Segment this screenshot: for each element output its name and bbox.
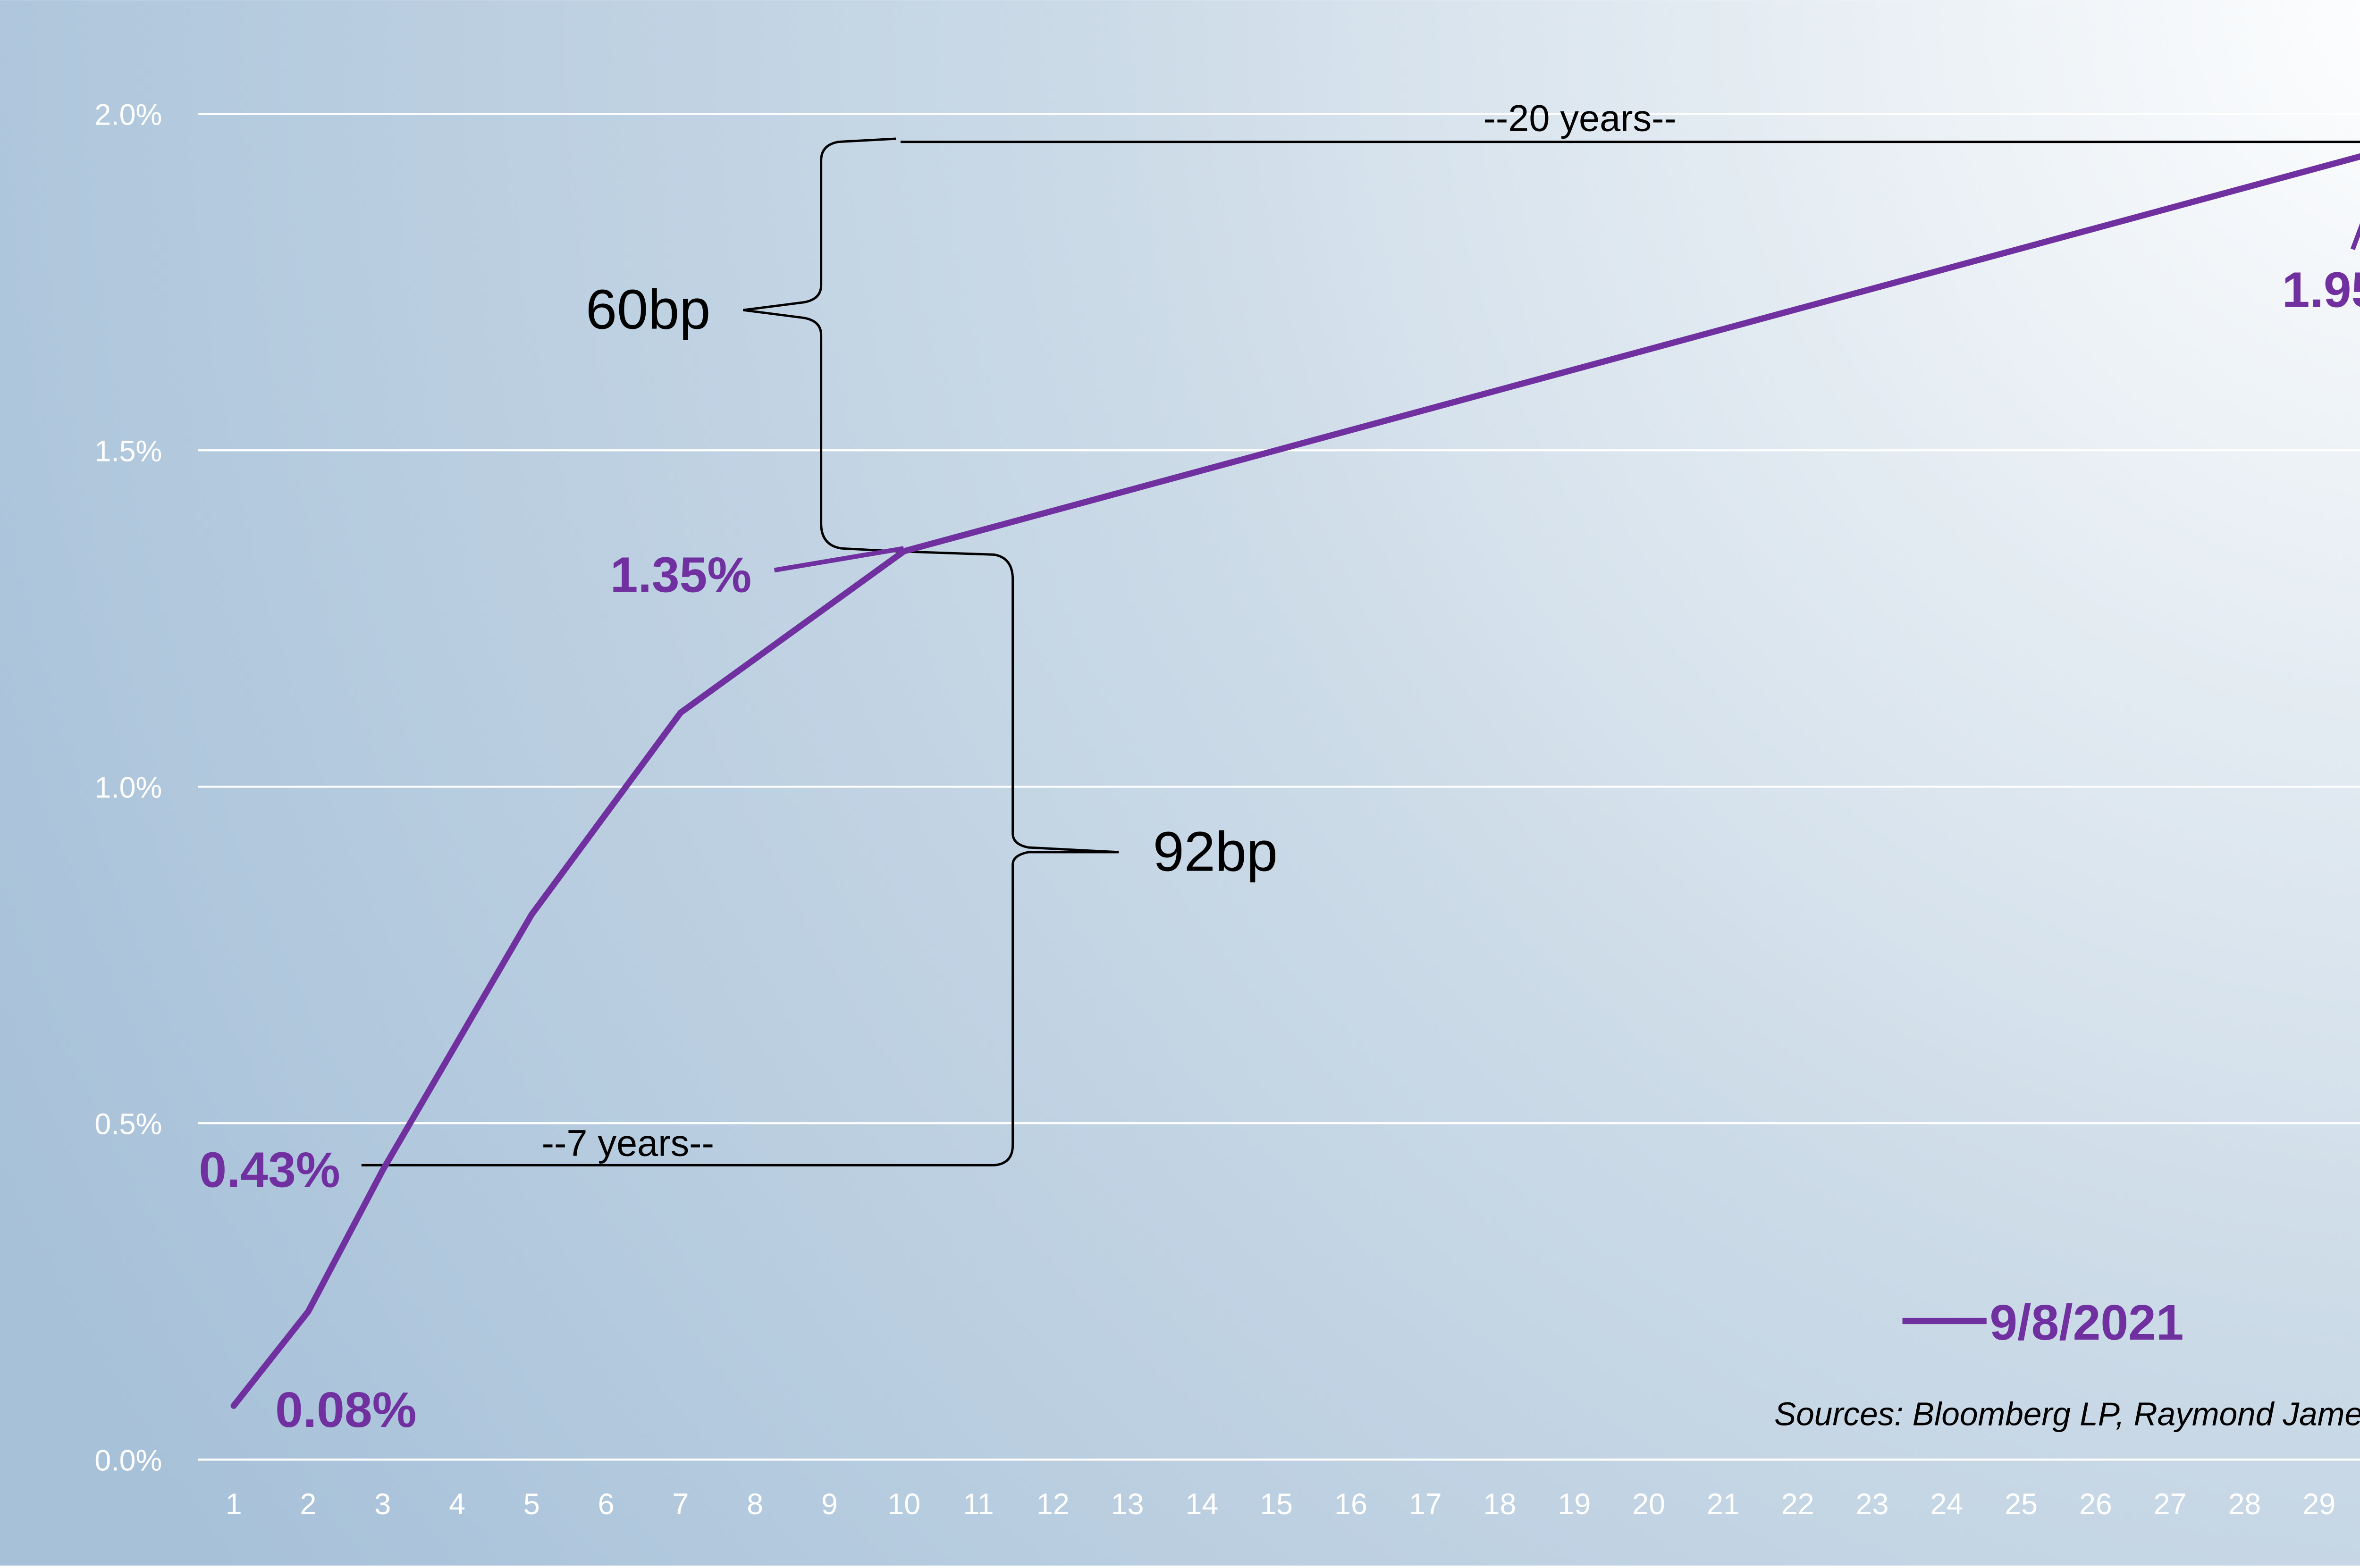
x-tick-label: 17 <box>1409 1488 1442 1521</box>
data-label-195: 1.95% <box>2282 262 2360 318</box>
y-tick-label: 2.0% <box>94 98 162 131</box>
y-tick-label: 0.5% <box>94 1107 162 1140</box>
leader-195 <box>2350 223 2360 251</box>
x-tick-label: 26 <box>2079 1488 2112 1521</box>
x-tick-label: 5 <box>523 1488 540 1521</box>
data-point <box>529 912 534 917</box>
data-point <box>678 710 683 715</box>
x-tick-label: 28 <box>2228 1488 2261 1521</box>
x-tick-labels: 1 2 3 4 5 6 7 8 9 10 11 12 13 14 15 16 17 18 19 20 21 22 23 24 2… <box>226 1488 2335 1521</box>
label-leaders <box>774 223 2360 573</box>
x-tick-label: 10 <box>887 1488 920 1521</box>
data-point <box>305 1309 311 1314</box>
seven-year-bracket <box>361 550 1119 1166</box>
legend: 9/8/2021 <box>1902 1295 2184 1350</box>
data-label-043: 0.43% <box>199 1142 340 1198</box>
data-point <box>231 1403 236 1409</box>
y-tick-label: 0.0% <box>94 1444 162 1477</box>
x-tick-label: 9 <box>821 1488 838 1521</box>
x-tick-label: 6 <box>598 1488 615 1521</box>
twenty-year-bracket <box>743 137 2360 553</box>
data-point <box>380 1168 385 1173</box>
annotation-20-years: --20 years-- <box>1483 97 1677 139</box>
x-tick-label: 4 <box>449 1488 465 1521</box>
x-tick-label: 27 <box>2154 1488 2187 1521</box>
x-tick-label: 24 <box>1930 1488 1963 1521</box>
x-tick-label: 22 <box>1781 1488 1814 1521</box>
source-note: Sources: Bloomberg LP, Raymond James <box>1774 1396 2360 1433</box>
x-tick-label: 2 <box>300 1488 317 1521</box>
x-tick-label: 15 <box>1260 1488 1293 1521</box>
series-group <box>230 153 2360 1409</box>
annotation-60bp: 60bp <box>586 278 710 341</box>
data-label-135: 1.35% <box>610 547 752 603</box>
x-tick-label: 7 <box>672 1488 689 1521</box>
x-tick-label: 8 <box>747 1488 763 1521</box>
x-tick-label: 20 <box>1632 1488 1665 1521</box>
x-tick-label: 14 <box>1186 1488 1219 1521</box>
gridlines <box>198 113 2360 1461</box>
data-point <box>902 549 907 554</box>
x-tick-label: 11 <box>963 1488 994 1521</box>
annotation-7-years: --7 years-- <box>542 1122 714 1164</box>
y-tick-labels: 0.0% 0.5% 1.0% 1.5% 2.0% <box>94 98 162 1477</box>
x-tick-label: 16 <box>1334 1488 1367 1521</box>
x-tick-label: 18 <box>1483 1488 1517 1521</box>
x-tick-label: 1 <box>226 1488 242 1521</box>
annotation-92bp: 92bp <box>1153 821 1278 883</box>
legend-label: 9/8/2021 <box>1989 1295 2183 1350</box>
x-tick-label: 12 <box>1037 1488 1070 1521</box>
leader-135 <box>774 546 904 573</box>
x-tick-label: 29 <box>2302 1488 2335 1521</box>
x-tick-label: 23 <box>1856 1488 1889 1521</box>
y-tick-label: 1.5% <box>94 435 162 468</box>
annotation-brackets <box>361 137 2360 1166</box>
x-tick-label: 13 <box>1111 1488 1144 1521</box>
x-tick-label: 19 <box>1558 1488 1591 1521</box>
x-tick-label: 25 <box>2005 1488 2038 1521</box>
y-tick-label: 1.0% <box>94 771 162 804</box>
x-tick-label: 21 <box>1707 1488 1740 1521</box>
x-tick-label: 3 <box>374 1488 391 1521</box>
data-label-008: 0.08% <box>275 1382 417 1438</box>
